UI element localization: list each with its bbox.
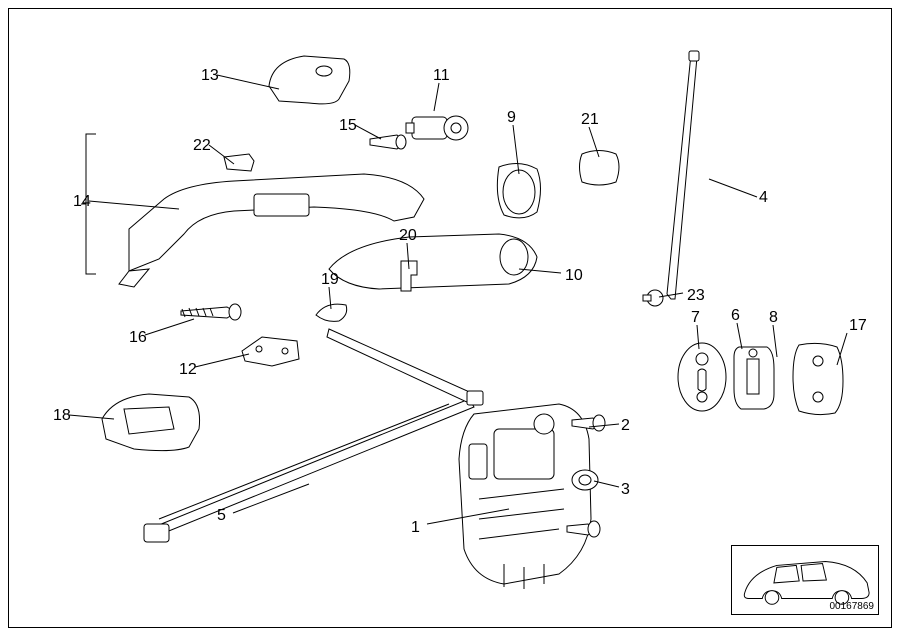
part-number: 00167869: [830, 601, 875, 612]
callout-18: 18: [53, 407, 71, 425]
diagram-frame: 00167869 1234567891011121314151617181920…: [8, 8, 892, 628]
callout-14: 14: [73, 193, 91, 211]
callout-15: 15: [339, 117, 357, 135]
callout-5: 5: [217, 507, 226, 525]
callout-22: 22: [193, 137, 211, 155]
callout-13: 13: [201, 67, 219, 85]
callout-16: 16: [129, 329, 147, 347]
callout-23: 23: [687, 287, 705, 305]
callout-6: 6: [731, 307, 740, 325]
callout-21: 21: [581, 111, 599, 129]
thumbnail-box: 00167869: [731, 545, 879, 615]
callout-19: 19: [321, 271, 339, 289]
callout-8: 8: [769, 309, 778, 327]
callout-4: 4: [759, 189, 768, 207]
callout-17: 17: [849, 317, 867, 335]
callout-11: 11: [433, 67, 450, 85]
callout-2: 2: [621, 417, 630, 435]
callout-1: 1: [411, 519, 420, 537]
callout-9: 9: [507, 109, 516, 127]
callout-20: 20: [399, 227, 417, 245]
callout-3: 3: [621, 481, 630, 499]
leader-lines: [9, 9, 893, 629]
callout-7: 7: [691, 309, 700, 327]
callout-10: 10: [565, 267, 583, 285]
callout-12: 12: [179, 361, 197, 379]
